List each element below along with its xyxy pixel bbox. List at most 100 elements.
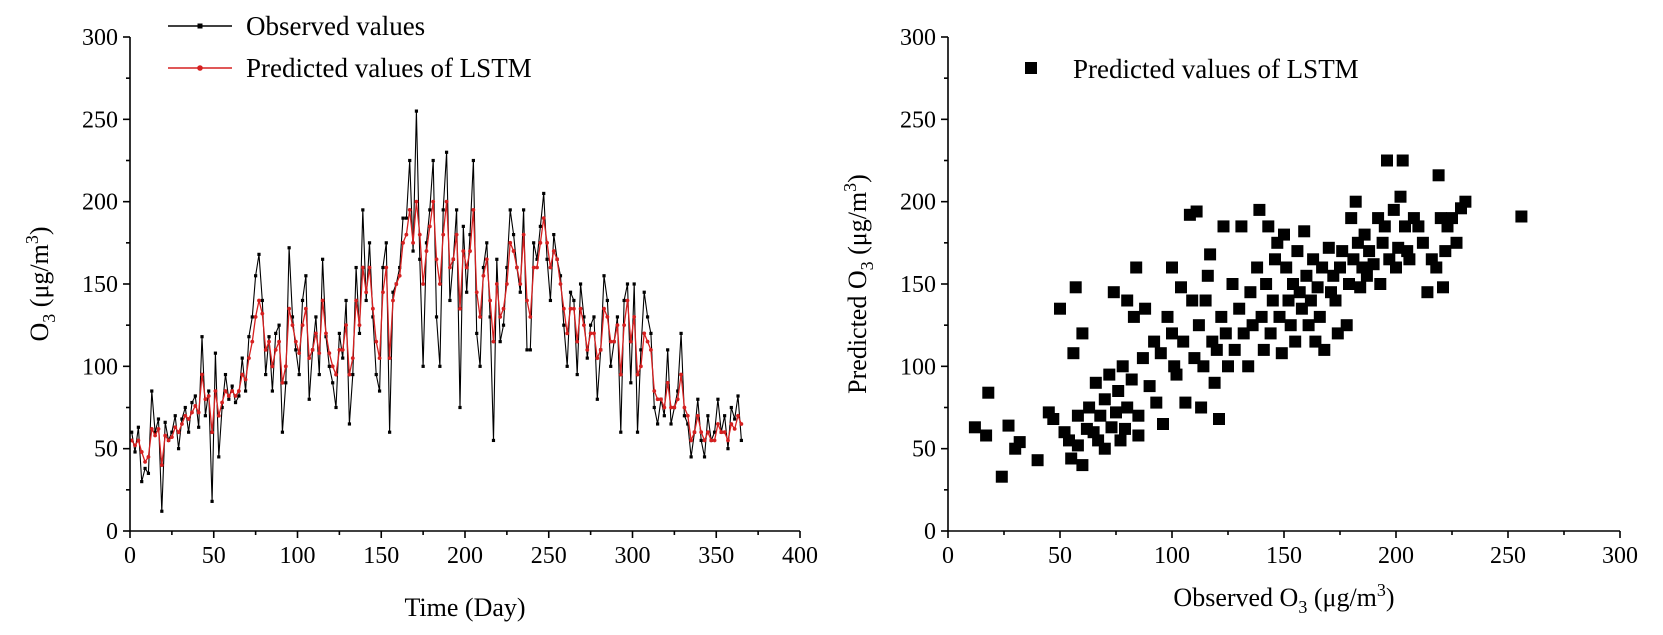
predicted-point	[344, 323, 348, 328]
observed-point	[357, 331, 362, 335]
scatter-point	[1260, 278, 1273, 290]
observed-point	[498, 340, 502, 344]
predicted-point	[206, 394, 211, 398]
predicted-point	[628, 339, 633, 344]
predicted-point	[622, 323, 627, 328]
scatter-point	[1161, 310, 1174, 323]
predicted-point	[602, 306, 606, 311]
observed-point	[187, 430, 191, 434]
observed-point	[364, 298, 368, 303]
observed-point	[270, 389, 274, 393]
observed-point	[176, 447, 181, 451]
observed-point	[227, 397, 231, 401]
scatter-point	[1302, 319, 1315, 332]
scatter-point	[1349, 195, 1362, 208]
scatter-point	[1345, 212, 1358, 225]
observed-point	[163, 420, 167, 424]
scatter-point	[980, 429, 993, 442]
predicted-point	[223, 389, 228, 393]
right-legend: Predicted values of LSTM	[1025, 54, 1359, 84]
y-tick-label: 50	[912, 437, 936, 463]
scatter-point	[1316, 261, 1329, 274]
predicted-point	[541, 216, 546, 221]
scatter-point	[1116, 360, 1129, 373]
predicted-point	[153, 433, 158, 438]
scatter-point	[1143, 380, 1156, 393]
predicted-point	[350, 356, 355, 360]
observed-point	[548, 298, 553, 303]
scatter-point	[1195, 401, 1208, 414]
observed-point	[615, 315, 620, 319]
predicted-point	[689, 438, 694, 443]
scatter-point	[1255, 310, 1268, 323]
observed-point	[578, 282, 583, 286]
predicted-point	[441, 232, 446, 237]
observed-point	[448, 298, 452, 303]
predicted-point	[642, 331, 647, 336]
predicted-point	[421, 282, 426, 286]
predicted-point	[330, 364, 335, 369]
scatter-point	[1136, 352, 1149, 365]
predicted-point	[414, 199, 419, 204]
observed-point	[699, 438, 703, 443]
scatter-point	[1208, 376, 1221, 389]
scatter-point	[1114, 434, 1127, 447]
observed-point	[542, 191, 546, 196]
predicted-point	[488, 298, 493, 303]
observed-point	[706, 414, 710, 418]
scatter-point	[1275, 347, 1288, 360]
predicted-point	[257, 298, 261, 303]
scatter-point	[1069, 281, 1082, 294]
observed-point	[153, 430, 157, 434]
observed-point	[264, 372, 268, 377]
predicted-point	[273, 347, 278, 352]
observed-point	[260, 298, 264, 303]
observed-point	[140, 480, 144, 484]
observed-point	[585, 356, 589, 360]
y-tick-label: 100	[900, 354, 936, 380]
predicted-point	[719, 430, 724, 435]
observed-point	[337, 331, 341, 335]
scatter-point	[1403, 253, 1416, 266]
predicted-point	[548, 265, 553, 270]
legend-observed-label: Observed values	[246, 11, 425, 41]
observed-point	[240, 356, 244, 360]
scatter-point	[1421, 286, 1434, 299]
predicted-point	[709, 438, 714, 443]
observed-point	[404, 216, 408, 220]
observed-point	[501, 323, 506, 327]
observed-point	[522, 208, 526, 212]
scatter-point	[1125, 373, 1138, 386]
x-tick-label: 100	[1154, 543, 1190, 569]
predicted-point	[317, 351, 322, 356]
right-y-axis-title: Predicted O3 (μg/m3)	[840, 174, 877, 394]
observed-point	[160, 509, 164, 513]
scatter-point	[1376, 236, 1389, 249]
predicted-point	[287, 306, 292, 311]
predicted-point	[729, 422, 734, 426]
observed-point	[247, 335, 251, 339]
predicted-point	[618, 372, 623, 377]
x-tick-label: 200	[447, 543, 483, 569]
predicted-point	[491, 339, 496, 344]
observed-point	[341, 356, 345, 360]
predicted-point	[387, 356, 392, 360]
observed-point	[679, 331, 683, 335]
observed-point	[545, 257, 549, 261]
predicted-point	[146, 455, 151, 459]
observed-point	[130, 430, 134, 434]
scatter-point	[1031, 454, 1044, 467]
predicted-point	[685, 413, 690, 418]
scatter-point	[1076, 327, 1089, 340]
left-x-ticks: 0 50 100 150 200 250 300 350 400	[124, 531, 818, 569]
predicted-point	[649, 347, 653, 352]
observed-point	[676, 389, 680, 393]
observed-point	[461, 224, 465, 228]
observed-point	[327, 364, 331, 368]
scatter-point	[1150, 396, 1163, 409]
predicted-point	[277, 339, 281, 344]
scatter-point	[1291, 245, 1304, 258]
scatter-point	[1432, 169, 1445, 182]
predicted-point	[434, 257, 439, 262]
x-tick-label: 300	[1602, 543, 1638, 569]
